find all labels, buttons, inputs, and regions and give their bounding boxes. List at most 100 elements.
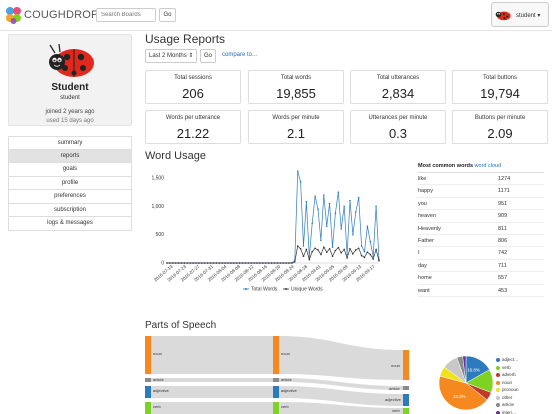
legend-label: adject… [502,357,519,362]
stat-value: 206 [182,86,204,101]
flow-label: verb [153,404,162,409]
data-point [235,262,238,264]
data-point [276,262,279,264]
common-word-row: home 557 [418,272,544,285]
data-point [375,248,377,251]
data-point [256,262,258,264]
common-word: home [418,275,432,282]
data-point [354,249,357,251]
data-point [369,253,372,256]
nav-item-summary[interactable]: summary [8,136,132,150]
data-point [349,199,351,202]
nav-item-preferences[interactable]: preferences [8,190,132,204]
compare-to-link[interactable]: compare to... [222,52,258,58]
data-point [340,252,343,254]
user-sub-navigation: summary reports goals profile preference… [8,136,132,231]
data-point [270,262,273,264]
data-point [378,259,380,262]
common-words-title: Most common words [418,163,474,169]
legend-dot [496,365,500,370]
data-point [308,258,311,261]
data-point [317,249,319,251]
data-point [331,246,334,248]
common-words-header: Most common words word cloud [418,161,544,173]
data-point [372,258,374,260]
range-go-button[interactable]: Go [200,49,216,63]
data-point [363,256,366,259]
nav-item-profile[interactable]: profile [8,176,132,190]
common-word-count: 806 [498,237,508,244]
word-cloud-link[interactable]: word cloud [474,163,502,169]
data-point [320,239,322,242]
flow-label: article [153,377,164,382]
legend-dot [496,358,500,362]
data-point [343,248,345,251]
data-point [282,262,284,264]
stat-value: 21.22 [176,126,210,141]
data-point [253,262,255,264]
common-word-row: heaven 909 [418,210,544,223]
data-point [296,170,299,172]
coughdrop-logo-icon[interactable] [4,5,24,25]
stat-label: Buttons per minute [474,115,526,121]
common-word-count: 909 [498,213,508,220]
flow-label: adjective [385,397,402,402]
data-point [337,191,340,193]
flow-node-noun [403,350,409,380]
search-boards-input[interactable] [96,8,156,22]
data-point [241,262,244,264]
search-go-button[interactable]: Go [159,8,176,22]
data-point [360,245,363,247]
common-word: day [418,262,427,269]
data-point [323,246,325,248]
data-point [366,225,369,227]
common-word-row: want 453 [418,285,544,297]
legend-label: interj… [502,409,517,414]
pie-legend-item: pronoun [496,386,519,394]
data-point [375,205,377,208]
date-range-select[interactable]: Last 2 Months ⇕ [145,49,197,63]
parts-of-speech-pie-chart: 16.8% 43.3% [438,355,494,411]
data-point [325,225,328,227]
common-word: heaven [418,213,437,220]
data-point [357,197,360,199]
data-point [215,262,218,264]
profile-joined: joined 2 years ago [45,109,95,115]
nav-item-reports[interactable]: reports [8,149,132,163]
legend-label: pronoun [502,387,519,392]
data-point [221,262,223,264]
common-word-count: 711 [498,262,507,269]
pie-legend-item: other [496,394,519,402]
data-point [320,253,322,256]
flow-label: adjective [153,388,170,393]
nav-item-logs-messages[interactable]: logs & messages [8,217,132,231]
common-word-count: 1171 [498,188,510,195]
user-menu-button[interactable]: student ▾ [491,2,549,27]
data-point [227,262,229,264]
nav-item-subscription[interactable]: subscription [8,203,132,217]
common-word-row: you 951 [418,198,544,211]
flow-label: verb [281,404,290,409]
nav-item-goals[interactable]: goals [8,163,132,177]
common-word: happy [418,188,433,195]
flow-label: article [281,377,292,382]
brand-name[interactable]: COUGHDROP [24,9,99,21]
data-point [299,181,302,183]
flow-label: noun [391,363,400,368]
word-usage-line-chart: 05001,0001,5002016-07-192016-07-232016-0… [151,170,380,293]
pie-legend-item: adverb [496,371,519,379]
legend-label: article [502,402,515,407]
flow-node-article [403,386,409,390]
flow-node-adjective [273,386,279,398]
stat-card: Total sessions 206 [145,70,241,104]
data-point [186,262,189,264]
pie-slice-label: 43.3% [453,394,466,399]
data-point [192,262,194,264]
data-point [195,262,197,264]
data-point [352,233,354,236]
data-point [238,262,241,264]
stat-value: 0.3 [388,126,408,141]
legend-marker [285,288,287,290]
data-point [323,194,325,196]
common-words-table: Most common words word cloud like 1274 hap… [418,161,544,297]
